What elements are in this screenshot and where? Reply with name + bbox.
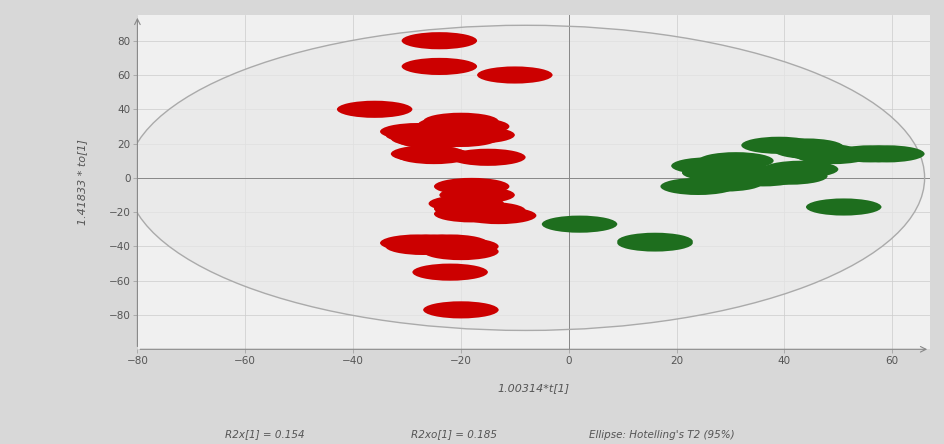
- Ellipse shape: [686, 174, 762, 191]
- Ellipse shape: [449, 149, 525, 166]
- Text: R2xo[1] = 0.185: R2xo[1] = 0.185: [410, 429, 497, 440]
- Ellipse shape: [379, 234, 455, 252]
- Ellipse shape: [412, 264, 487, 281]
- Ellipse shape: [773, 142, 849, 159]
- Ellipse shape: [751, 164, 827, 181]
- Ellipse shape: [616, 233, 692, 250]
- Ellipse shape: [391, 145, 465, 163]
- Ellipse shape: [445, 204, 520, 221]
- Ellipse shape: [126, 25, 923, 330]
- Ellipse shape: [449, 202, 525, 219]
- Ellipse shape: [433, 200, 509, 217]
- Ellipse shape: [423, 130, 498, 147]
- Ellipse shape: [784, 143, 859, 161]
- Ellipse shape: [714, 166, 789, 183]
- Ellipse shape: [794, 147, 869, 164]
- Ellipse shape: [423, 243, 498, 260]
- Ellipse shape: [423, 113, 498, 130]
- Ellipse shape: [767, 139, 843, 155]
- Ellipse shape: [429, 195, 503, 212]
- Ellipse shape: [433, 178, 509, 195]
- Ellipse shape: [433, 205, 509, 222]
- Ellipse shape: [396, 147, 471, 164]
- Ellipse shape: [708, 164, 784, 181]
- Ellipse shape: [385, 238, 461, 255]
- Ellipse shape: [433, 118, 509, 135]
- Text: 1.00314*t[1]: 1.00314*t[1]: [497, 383, 569, 393]
- Ellipse shape: [439, 127, 514, 143]
- Ellipse shape: [385, 127, 461, 143]
- Ellipse shape: [391, 130, 465, 147]
- Ellipse shape: [379, 123, 455, 140]
- Ellipse shape: [412, 119, 487, 137]
- Ellipse shape: [396, 234, 471, 252]
- Ellipse shape: [412, 234, 487, 252]
- Ellipse shape: [762, 161, 837, 178]
- Ellipse shape: [670, 157, 746, 174]
- Text: 1.41833 * to[1]: 1.41833 * to[1]: [76, 139, 87, 225]
- Ellipse shape: [740, 137, 816, 154]
- Ellipse shape: [477, 67, 552, 83]
- Ellipse shape: [423, 301, 498, 318]
- Text: Ellipse: Hotelling's T2 (95%): Ellipse: Hotelling's T2 (95%): [588, 429, 733, 440]
- Ellipse shape: [724, 169, 800, 186]
- Ellipse shape: [337, 101, 412, 118]
- Ellipse shape: [417, 116, 493, 133]
- Ellipse shape: [461, 207, 536, 224]
- Ellipse shape: [751, 167, 827, 185]
- Ellipse shape: [439, 186, 514, 204]
- Ellipse shape: [541, 216, 616, 233]
- Ellipse shape: [805, 198, 881, 216]
- Text: R2x[1] = 0.154: R2x[1] = 0.154: [225, 429, 304, 440]
- Ellipse shape: [698, 152, 773, 169]
- Ellipse shape: [401, 58, 477, 75]
- Ellipse shape: [423, 238, 498, 255]
- Ellipse shape: [682, 164, 757, 181]
- Ellipse shape: [401, 32, 477, 49]
- Ellipse shape: [832, 145, 907, 163]
- Ellipse shape: [396, 131, 471, 149]
- Ellipse shape: [401, 125, 477, 142]
- Ellipse shape: [849, 145, 923, 163]
- Ellipse shape: [616, 234, 692, 252]
- Ellipse shape: [660, 178, 735, 195]
